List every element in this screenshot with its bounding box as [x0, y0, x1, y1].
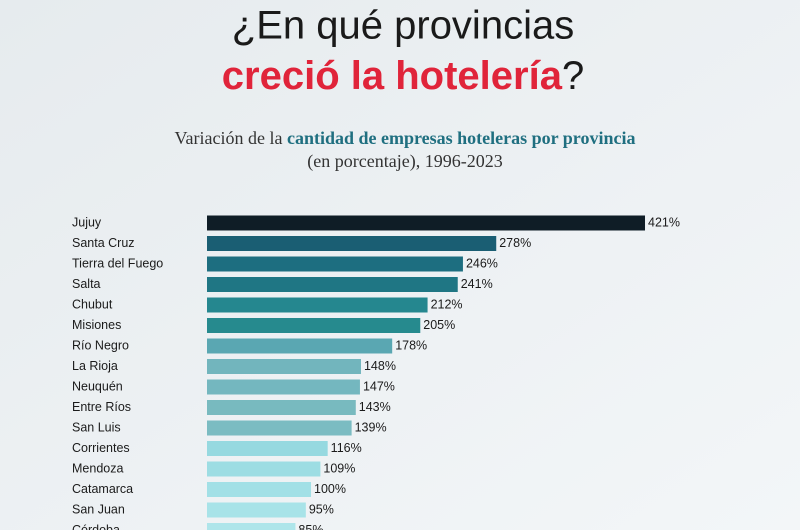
category-label: San Juan [72, 502, 125, 516]
value-label: 421% [648, 215, 680, 229]
value-label: 246% [466, 256, 498, 270]
bar [207, 400, 356, 415]
bar [207, 318, 421, 333]
bar [207, 236, 497, 251]
category-label: Jujuy [72, 215, 102, 229]
value-label: 109% [323, 461, 355, 475]
bar [207, 338, 393, 354]
value-label: 116% [331, 441, 362, 455]
title-line1: ¿En qué provincias [232, 4, 574, 48]
category-label: Catamarca [72, 482, 133, 496]
value-label: 148% [364, 359, 396, 373]
bar [207, 256, 463, 272]
bar [207, 215, 646, 231]
bar [207, 420, 352, 436]
category-label: Neuquén [72, 379, 123, 393]
value-label: 241% [461, 277, 493, 291]
value-label: 139% [355, 420, 387, 434]
category-label: Entre Ríos [72, 400, 131, 414]
title-end: ? [562, 54, 584, 98]
category-label: Chubut [72, 297, 113, 311]
subtitle-line2: (en porcentaje), 1996-2023 [307, 151, 502, 172]
subtitle: Variación de la cantidad de empresas hot… [175, 128, 636, 148]
bar [207, 482, 312, 497]
value-label: 147% [363, 379, 395, 393]
bar [207, 441, 328, 456]
subtitle-start: Variación de la [175, 128, 287, 148]
bar [207, 523, 296, 530]
bar [207, 359, 361, 374]
category-label: Córdoba [72, 523, 120, 530]
category-label: San Luis [72, 420, 121, 434]
value-label: 143% [359, 400, 391, 414]
category-label: Tierra del Fuego [72, 256, 163, 270]
subtitle-bold: cantidad de empresas hoteleras por provi… [287, 128, 636, 148]
value-label: 95% [309, 502, 334, 516]
category-label: La Rioja [72, 359, 118, 373]
value-label: 278% [499, 236, 531, 250]
value-label: 178% [395, 338, 427, 352]
value-label: 205% [423, 318, 455, 332]
bar [207, 502, 306, 518]
category-label: Misiones [72, 318, 121, 332]
category-label: Corrientes [72, 441, 130, 455]
category-label: Mendoza [72, 461, 123, 475]
title-line2: creció la hotelería? [222, 54, 584, 98]
title-highlight: creció la hotelería [222, 54, 563, 98]
category-label: Salta [72, 277, 101, 291]
bar [207, 297, 428, 313]
bar [207, 461, 321, 477]
category-label: Río Negro [72, 338, 129, 352]
value-label: 85% [298, 523, 323, 530]
category-label: Santa Cruz [72, 236, 135, 250]
bar [207, 379, 360, 395]
value-label: 100% [314, 482, 346, 496]
value-label: 212% [431, 297, 463, 311]
bar [207, 277, 458, 292]
